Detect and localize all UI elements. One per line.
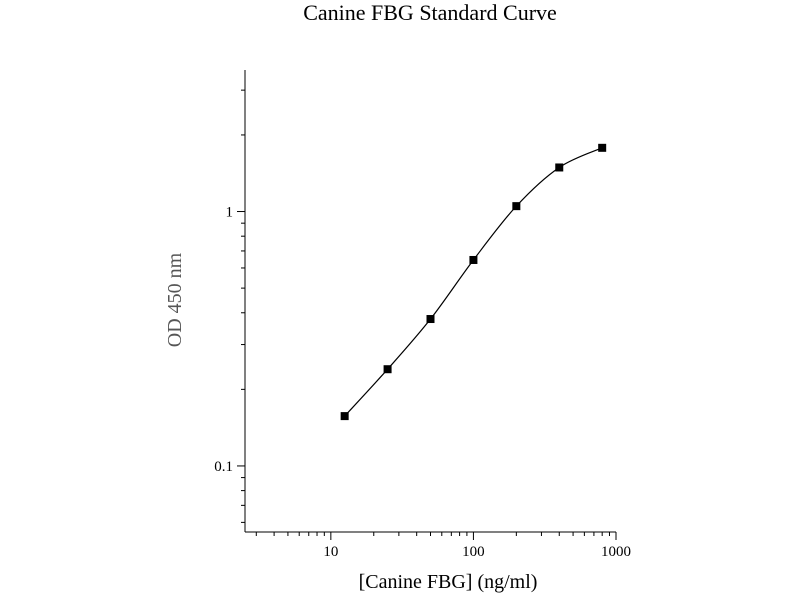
x-tick-label: 1000: [601, 544, 631, 560]
x-tick-label: 10: [323, 544, 338, 560]
x-tick-label: 100: [462, 544, 485, 560]
data-point: [555, 163, 564, 172]
y-axis-label: OD 450 nm: [164, 252, 186, 347]
y-tick-label: 0.1: [214, 459, 233, 475]
standard-curve-line: [344, 147, 603, 417]
data-point: [383, 365, 392, 374]
curve-layer: [344, 147, 603, 417]
chart-title: Canine FBG Standard Curve: [303, 0, 557, 25]
data-point: [512, 202, 521, 211]
data-point: [340, 412, 349, 421]
x-axis-label: [Canine FBG] (ng/ml): [359, 571, 538, 593]
ticks: 10 100 1000 0.1 1: [214, 89, 631, 560]
axes: [244, 70, 616, 533]
data-point: [469, 255, 478, 264]
data-point: [426, 315, 435, 324]
points-layer: [340, 143, 607, 421]
data-point: [598, 143, 607, 152]
y-tick-label: 1: [226, 205, 234, 221]
